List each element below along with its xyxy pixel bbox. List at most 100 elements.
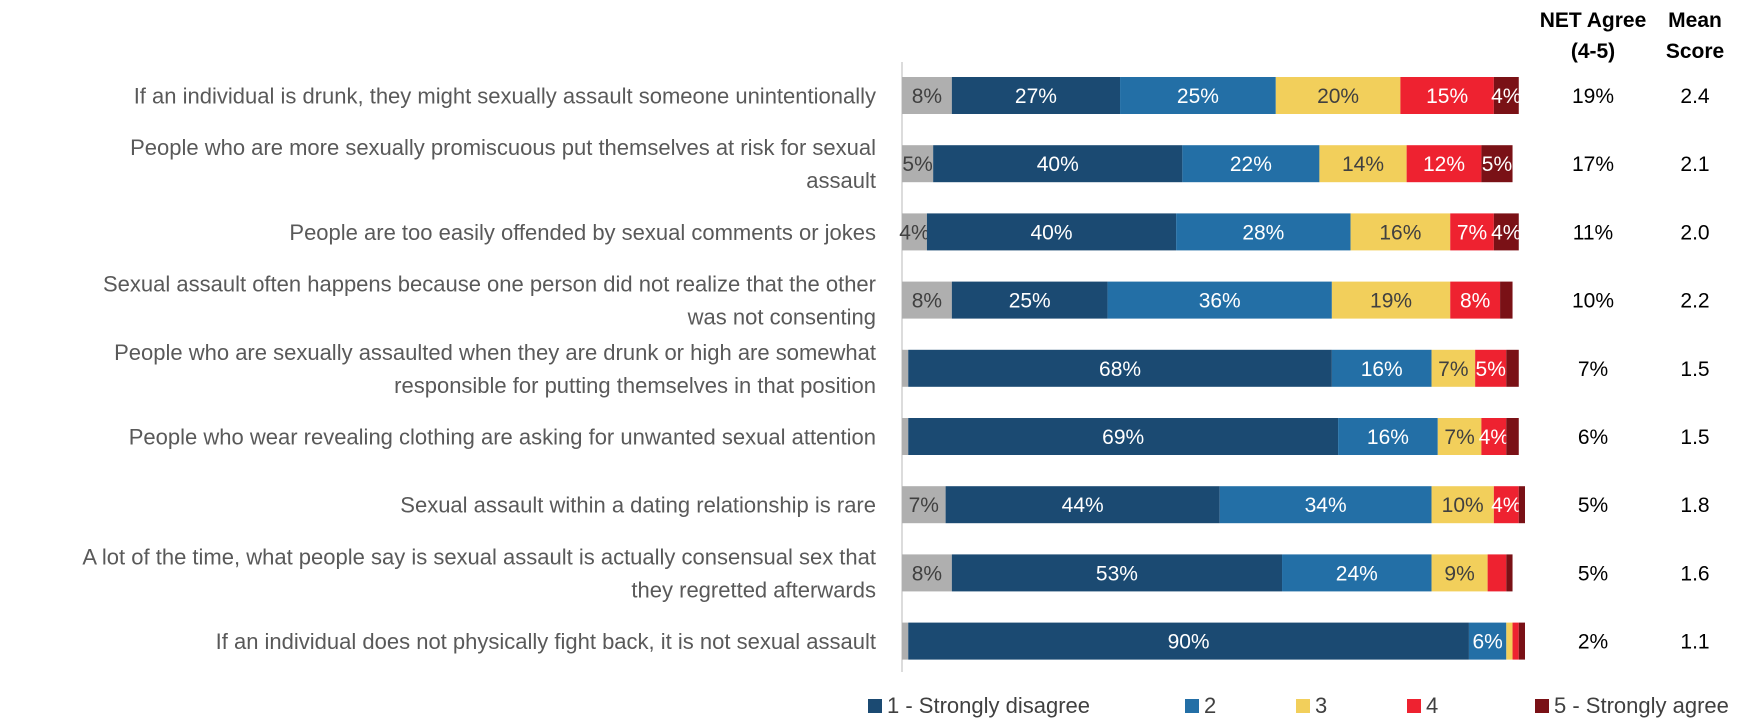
bar-segment <box>951 77 1121 114</box>
data-label: 90% <box>1168 631 1210 654</box>
net-agree-value: 2% <box>1578 631 1608 654</box>
data-label: 8% <box>1460 290 1490 313</box>
net-agree-value: 19% <box>1572 85 1614 108</box>
data-label: 69% <box>1102 426 1144 449</box>
net-agree-value: 7% <box>1578 358 1608 381</box>
chart-row: If an individual is drunk, they might se… <box>134 77 1710 114</box>
bar-segment <box>951 554 1283 592</box>
bar-segment <box>1493 213 1519 251</box>
data-label: 27% <box>1015 85 1057 108</box>
data-label: 8% <box>912 562 942 585</box>
bar-segment <box>1338 418 1438 455</box>
category-label: People are too easily offended by sexual… <box>289 220 876 245</box>
bar-segment <box>1481 145 1513 183</box>
bar-segment <box>908 349 1332 387</box>
data-label: 4% <box>1491 221 1521 244</box>
data-label: 36% <box>1199 290 1241 313</box>
data-label: 4% <box>899 221 929 244</box>
bar-segment <box>908 622 1469 660</box>
column-headers: NET Agree (4-5) Mean Score <box>1540 9 1724 63</box>
bar-segment <box>945 486 1220 524</box>
data-label: 25% <box>1177 85 1219 108</box>
bar-segment <box>902 418 909 455</box>
bar-segment <box>1219 486 1432 524</box>
category-label: Sexual assault within a dating relations… <box>400 493 876 518</box>
bar-segment <box>1512 622 1519 660</box>
bar-segment <box>1506 418 1519 455</box>
chart-row: People who are more sexually promiscuous… <box>130 135 1710 193</box>
net-agree-value: 17% <box>1572 153 1614 176</box>
data-label: 7% <box>1444 426 1474 449</box>
bar-segment <box>1450 213 1494 251</box>
bar-segment <box>1350 213 1451 251</box>
bar-segment <box>1493 77 1519 114</box>
data-label: 5% <box>1482 153 1512 176</box>
bar-segment <box>1282 554 1432 592</box>
chart-row: Sexual assault within a dating relations… <box>400 486 1710 524</box>
data-label: 24% <box>1336 562 1378 585</box>
category-label: A lot of the time, what people say is se… <box>82 544 876 569</box>
data-label: 44% <box>1062 494 1104 517</box>
category-label: People who wear revealing clothing are a… <box>129 425 876 450</box>
bar-segment <box>1506 622 1513 660</box>
bar-segment <box>1319 145 1407 183</box>
bar-segment <box>1400 77 1494 114</box>
data-label: 19% <box>1370 290 1412 313</box>
data-label: 53% <box>1096 562 1138 585</box>
legend-label: 5 - Strongly agree <box>1554 693 1729 718</box>
chart-row: Sexual assault often happens because one… <box>103 272 1710 330</box>
column-header: Score <box>1666 40 1724 63</box>
legend-label: 2 <box>1204 693 1216 718</box>
category-label: Sexual assault often happens because one… <box>103 272 876 297</box>
bar-segment <box>902 622 909 660</box>
net-agree-value: 5% <box>1578 494 1608 517</box>
category-label: they regretted afterwards <box>631 577 876 602</box>
data-label: 22% <box>1230 153 1272 176</box>
bar-segment <box>1431 349 1476 387</box>
bar-segment <box>902 77 952 114</box>
mean-score-value: 2.1 <box>1680 153 1709 176</box>
chart-row: People are too easily offended by sexual… <box>289 213 1710 251</box>
legend-label: 1 - Strongly disagree <box>887 693 1090 718</box>
legend-label: 4 <box>1426 693 1438 718</box>
bar-segment <box>926 213 1177 251</box>
legend-swatch <box>1296 699 1310 713</box>
bar-segment <box>1120 77 1276 114</box>
data-label: 10% <box>1442 494 1484 517</box>
data-label: 15% <box>1426 85 1468 108</box>
bar-segment <box>1518 486 1525 524</box>
legend-swatch <box>1407 699 1421 713</box>
bar-segment <box>1481 418 1507 455</box>
bar-segment <box>1518 622 1525 660</box>
bar-segment <box>1500 281 1513 319</box>
bar-segment <box>1431 554 1488 592</box>
legend-swatch <box>868 699 882 713</box>
data-label: 25% <box>1009 290 1051 313</box>
data-label: 4% <box>1491 85 1521 108</box>
data-label: 20% <box>1317 85 1359 108</box>
bar-segment <box>1450 281 1501 319</box>
bar-segment <box>933 145 1183 183</box>
mean-score-value: 1.5 <box>1680 358 1709 381</box>
data-label: 8% <box>912 290 942 313</box>
category-label: People who are more sexually promiscuous… <box>130 135 876 160</box>
legend-label: 3 <box>1315 693 1327 718</box>
data-label: 28% <box>1242 221 1284 244</box>
data-label: 4% <box>1491 494 1521 517</box>
bar-segment <box>1487 554 1507 592</box>
chart-rows: If an individual is drunk, they might se… <box>82 77 1710 660</box>
category-label: People who are sexually assaulted when t… <box>114 340 876 365</box>
column-header: NET Agree <box>1540 9 1647 32</box>
net-agree-value: 11% <box>1573 221 1613 244</box>
data-label: 7% <box>1438 358 1468 381</box>
bar-segment <box>1437 418 1482 455</box>
legend-item: 2 <box>1185 693 1216 718</box>
data-label: 16% <box>1379 221 1421 244</box>
data-label: 5% <box>1476 358 1506 381</box>
legend-item: 4 <box>1407 693 1438 718</box>
mean-score-value: 2.0 <box>1680 221 1709 244</box>
column-header: Mean <box>1668 9 1722 32</box>
data-label: 12% <box>1423 153 1465 176</box>
bar-segment <box>1406 145 1482 183</box>
bar-segment <box>1107 281 1332 319</box>
